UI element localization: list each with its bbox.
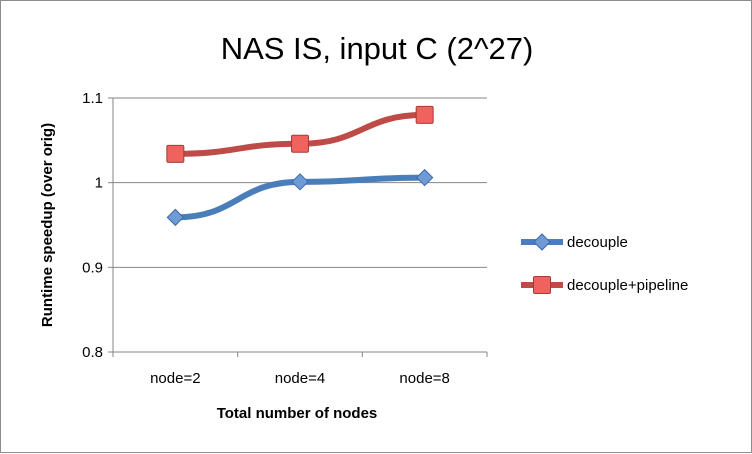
legend: decouple decouple+pipeline xyxy=(521,233,688,294)
x-axis-title: Total number of nodes xyxy=(217,405,378,422)
legend-marker-decouple xyxy=(533,233,551,251)
x-tick-label: node=2 xyxy=(150,370,200,387)
x-tick-labels: node=2 node=4 node=8 xyxy=(150,370,450,387)
y-tick-labels: 0.8 0.9 1 1.1 xyxy=(82,90,103,361)
legend-label: decouple+pipeline xyxy=(567,277,688,294)
series-lines xyxy=(172,111,428,221)
x-tick-label: node=8 xyxy=(399,370,449,387)
data-point-decouple+pipeline xyxy=(415,105,434,124)
y-tick-label: 1 xyxy=(95,175,103,192)
y-tick-label: 0.8 xyxy=(82,344,103,361)
legend-marker-decouple+pipeline xyxy=(533,276,551,294)
series-markers xyxy=(166,105,434,227)
data-point-decouple+pipeline xyxy=(166,144,185,163)
data-point-decouple xyxy=(291,173,309,191)
data-point-decouple xyxy=(415,168,434,187)
x-tick-label: node=4 xyxy=(275,370,325,387)
y-tick-label: 1.1 xyxy=(82,90,103,107)
y-tick-label: 0.9 xyxy=(82,259,103,276)
y-axis-title: Runtime speedup (over orig) xyxy=(39,123,56,327)
chart-title: NAS IS, input C (2^27) xyxy=(221,31,534,66)
legend-label: decouple xyxy=(567,234,628,251)
data-point-decouple+pipeline xyxy=(291,134,309,153)
data-point-decouple xyxy=(166,208,185,227)
axes xyxy=(108,97,488,357)
